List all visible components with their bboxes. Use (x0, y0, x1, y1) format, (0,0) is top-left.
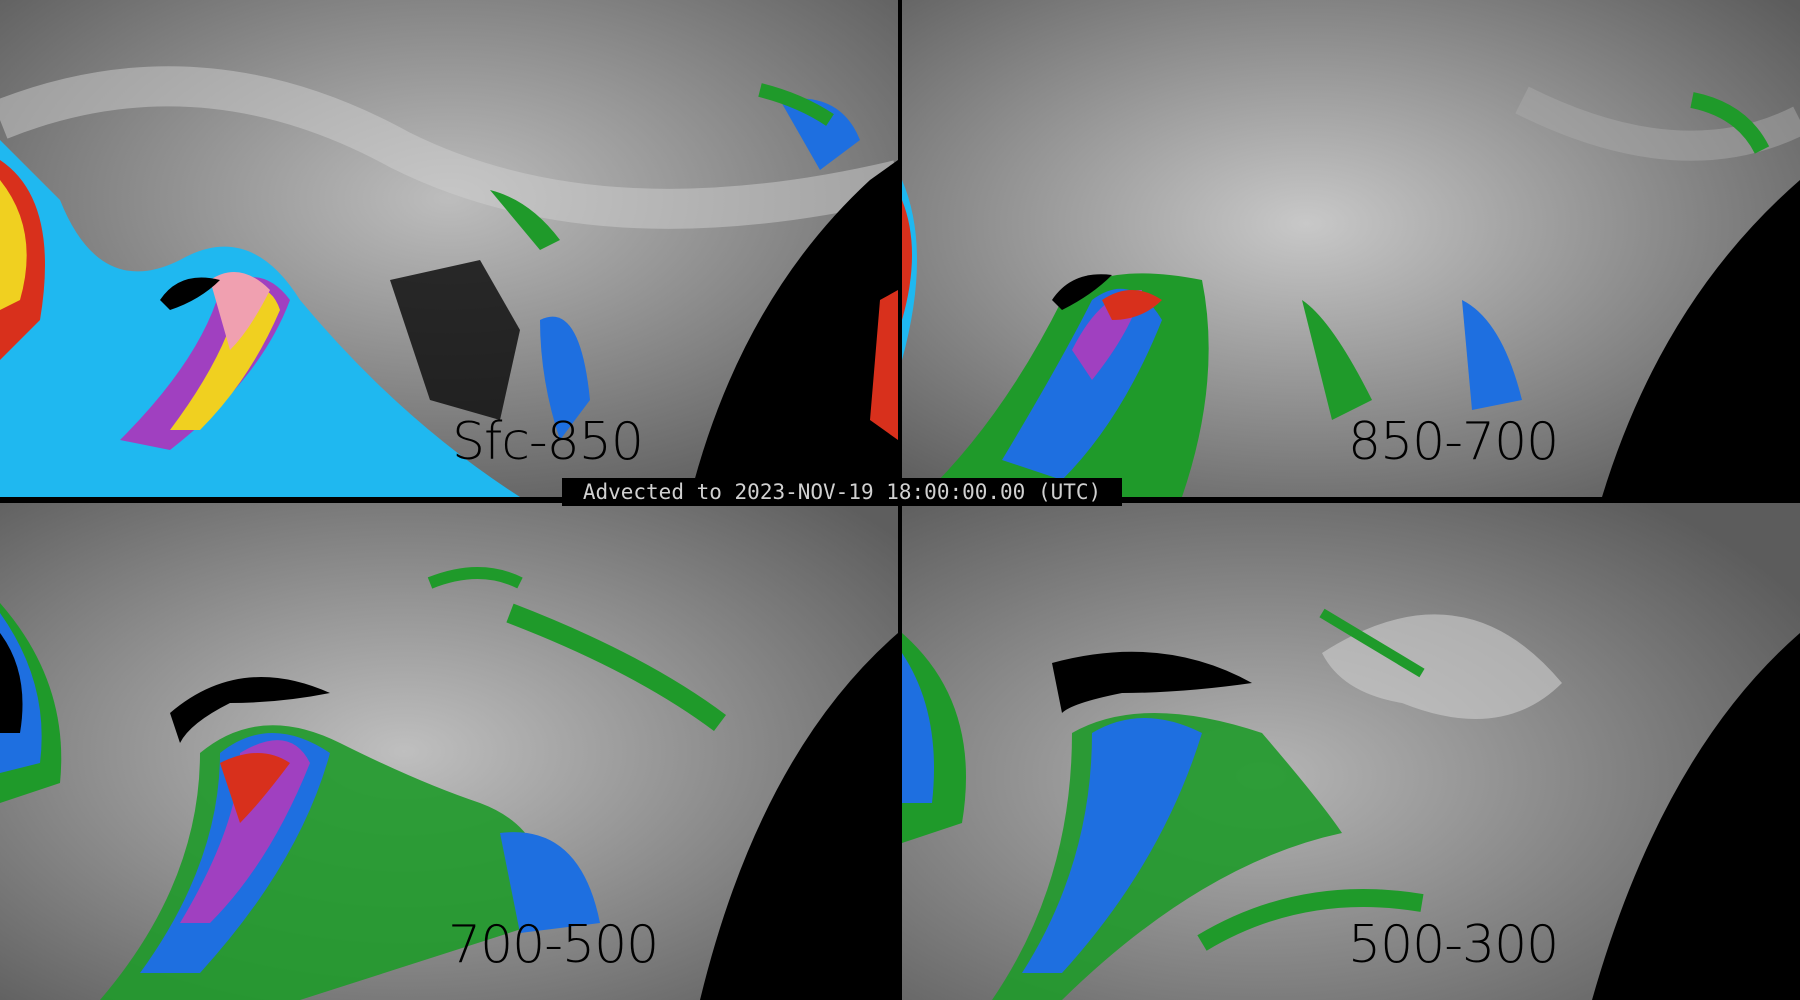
layer-label: 500-300 (1348, 915, 1559, 975)
moisture-transport-map (902, 503, 1800, 1000)
map-panel-700-500: 700-500 (0, 503, 898, 1000)
layer-label: Sfc-850 (452, 412, 644, 472)
map-panel-850-700: 850-700 (902, 0, 1800, 497)
map-panel-500-300: 500-300 (902, 503, 1800, 1000)
layer-label: 850-700 (1348, 412, 1559, 472)
moisture-transport-map (902, 0, 1800, 497)
layer-label: 700-500 (448, 915, 659, 975)
moisture-transport-map (0, 0, 898, 497)
advection-time-banner: Advected to 2023-NOV-19 18:00:00.00 (UTC… (562, 478, 1122, 506)
map-panel-sfc-850: Sfc-850 (0, 0, 898, 497)
moisture-transport-map (0, 503, 898, 1000)
